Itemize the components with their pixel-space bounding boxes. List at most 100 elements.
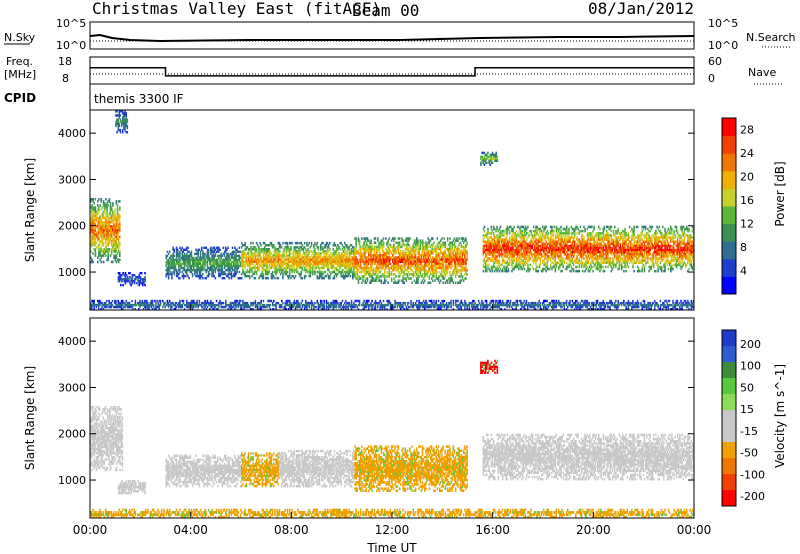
power-cell (206, 250, 209, 253)
power-cell (117, 122, 119, 126)
power-cell (249, 276, 251, 280)
power-cell (119, 244, 121, 247)
power-cell (405, 279, 408, 282)
power-cell (218, 256, 220, 260)
power-cell (491, 161, 494, 164)
power-cell (374, 241, 377, 244)
power-cell (261, 266, 264, 270)
power-cell (117, 212, 120, 216)
power-cell (103, 227, 106, 230)
power-cell (110, 260, 113, 264)
power-cell (274, 258, 276, 261)
power-cell (102, 254, 105, 257)
power-cell (277, 262, 280, 265)
power-cell (95, 231, 98, 234)
power-cell (202, 260, 204, 264)
power-cell (223, 250, 226, 253)
power-cell (410, 277, 412, 280)
power-cell (235, 262, 237, 266)
power-cell (116, 210, 119, 213)
power-cell (506, 234, 509, 237)
power-cell (219, 272, 221, 276)
power-cell (228, 270, 230, 274)
power-cell (203, 254, 205, 258)
power-cell (238, 270, 241, 274)
power-cell (110, 239, 113, 243)
power-cell (97, 235, 99, 239)
power-cell (217, 258, 219, 262)
power-cell (243, 262, 245, 265)
power-cell (271, 262, 274, 265)
power-cell (98, 252, 100, 255)
power-cell (540, 229, 543, 233)
power-cell (187, 256, 189, 260)
power-cell (173, 248, 175, 251)
power-cell (166, 272, 169, 276)
power-cell (219, 248, 221, 251)
power-cell (329, 241, 331, 245)
power-cell (124, 114, 126, 117)
power-cell (199, 258, 202, 262)
power-cell (486, 161, 488, 164)
power-cell (252, 252, 254, 255)
power-cell (260, 250, 262, 253)
power-cell (196, 266, 198, 270)
power-cell (114, 256, 116, 259)
power-cell (190, 250, 193, 253)
power-cell (243, 264, 245, 268)
power-cell (267, 248, 269, 251)
power-cell (266, 270, 268, 274)
power-cell (91, 231, 93, 234)
power-cell (449, 237, 451, 240)
power-cell (245, 256, 248, 259)
power-cell (221, 272, 224, 276)
power-cell (276, 260, 278, 263)
power-cell (117, 223, 120, 226)
power-cell (122, 128, 124, 132)
power-cell (233, 272, 235, 276)
power-cell (263, 268, 266, 272)
power-cell (98, 216, 100, 220)
power-cell (229, 272, 232, 276)
power-cell (103, 233, 106, 236)
power-cell (178, 268, 180, 272)
power-cell (255, 262, 258, 265)
power-cell (231, 266, 234, 270)
power-cell (116, 246, 119, 249)
power-cell (267, 258, 269, 261)
power-cell (182, 256, 185, 260)
power-cell (117, 258, 120, 262)
power-cell (191, 264, 194, 268)
power-cell (196, 274, 198, 278)
power-cell (183, 254, 186, 258)
power-cell (116, 120, 118, 123)
nsearch-tick-top: 10^5 (708, 17, 738, 30)
power-cell (114, 258, 116, 262)
power-cell (205, 246, 207, 249)
power-cell (183, 264, 186, 268)
power-cell (141, 278, 144, 281)
power-cell (537, 269, 539, 273)
power-cell (258, 246, 260, 249)
power-cell (175, 254, 178, 258)
power-cell (266, 250, 268, 253)
power-cell (243, 260, 245, 263)
power-cell (108, 225, 111, 228)
power-cell (181, 258, 183, 262)
power-cell (210, 264, 212, 268)
power-cell (261, 262, 264, 265)
power-cell (115, 231, 118, 234)
freq-unit-label: [MHz] (4, 68, 36, 81)
power-cell (262, 241, 265, 245)
power-cell (235, 254, 237, 258)
power-cell (255, 260, 258, 263)
power-cell (99, 250, 101, 253)
power-cell (101, 239, 104, 243)
power-cell (93, 206, 96, 209)
power-cell (563, 261, 566, 264)
power-cell (115, 227, 118, 230)
power-cell (94, 214, 97, 218)
power-cell (251, 254, 253, 257)
power-cell (108, 250, 111, 253)
power-cell (90, 225, 92, 228)
